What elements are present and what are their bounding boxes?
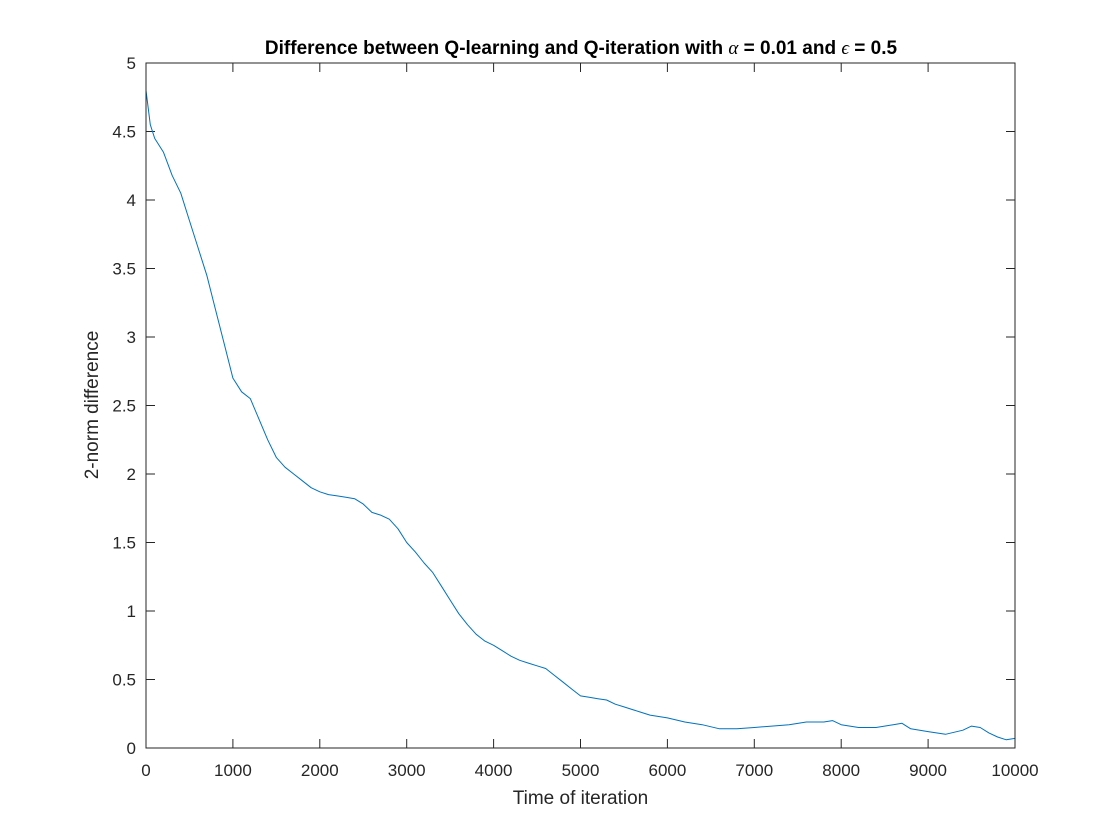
y-tick-label: 5: [127, 54, 136, 73]
chart-title-epsilon: ϵ: [841, 38, 850, 59]
y-tick-label: 1.5: [112, 534, 136, 553]
x-tick-label: 2000: [301, 761, 339, 780]
x-tick-label: 1000: [214, 761, 252, 780]
x-tick-label: 9000: [909, 761, 947, 780]
y-tick-label: 3: [127, 328, 136, 347]
y-tick-label: 4: [127, 191, 136, 210]
x-axis-label: Time of iteration: [513, 788, 649, 809]
y-tick-label: 2.5: [112, 397, 136, 416]
x-tick-label: 6000: [648, 761, 686, 780]
y-tick-label: 2: [127, 465, 136, 484]
x-tick-label: 5000: [562, 761, 600, 780]
chart-title: Difference between Q-learning and Q-iter…: [265, 38, 898, 59]
y-tick-label: 0: [127, 739, 136, 758]
plot-area-box: [145, 62, 1016, 749]
y-tick-label: 1: [127, 602, 136, 621]
chart-title-epsilon-text: = 0.5: [849, 38, 897, 59]
y-tick-label: 3.5: [112, 260, 136, 279]
y-tick-label: 0.5: [112, 671, 136, 690]
chart-title-prefix: Difference between Q-learning and Q-iter…: [265, 38, 728, 59]
y-tick-label: 4.5: [112, 123, 136, 142]
y-axis-label: 2-norm difference: [82, 331, 103, 480]
x-tick-label: 8000: [822, 761, 860, 780]
x-tick-label: 3000: [388, 761, 426, 780]
x-tick-label: 0: [141, 761, 150, 780]
series-line: [145, 90, 1016, 741]
axis-ticks: 0 1000 2000 3000 4000 5000 6000 7000 8000 9000 100…: [112, 54, 1038, 780]
chart-title-alpha-text: = 0.01 and: [738, 38, 841, 59]
x-tick-label: 10000: [991, 761, 1038, 780]
plot-line-group: [145, 90, 1016, 741]
chart-title-alpha: α: [728, 38, 739, 59]
x-tick-label: 4000: [475, 761, 513, 780]
x-tick-label: 7000: [735, 761, 773, 780]
